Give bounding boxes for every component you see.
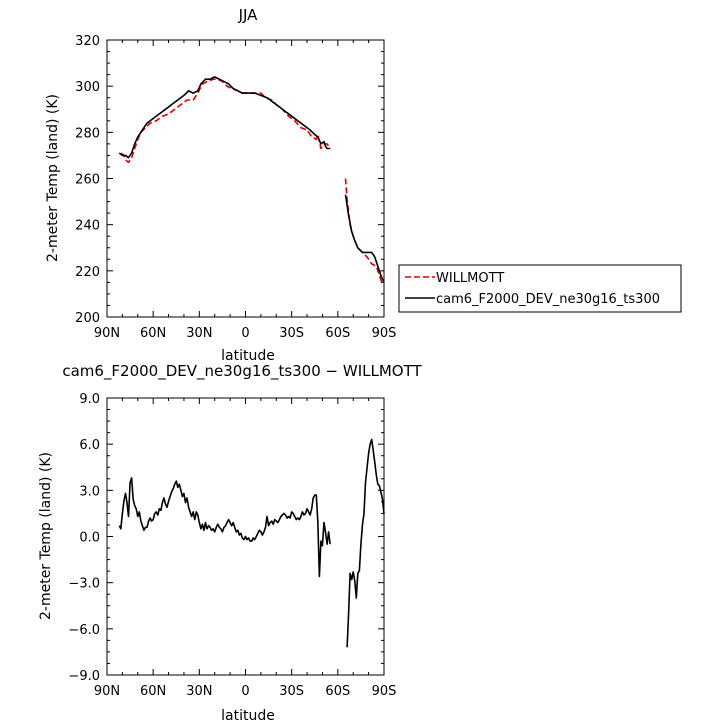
bottom-x-tick-label: 60N — [140, 684, 166, 699]
top-y-axis-label: 2-meter Temp (land) (K) — [45, 94, 61, 262]
top-x-tick-label: 0 — [241, 326, 249, 341]
bottom-x-tick-label: 90N — [94, 684, 120, 699]
bottom-axis-ticks: 90N 60N 30N 0 30S 60S 90S −9.0 −6.0 −3.0 0.0 3.0 6.0… — [68, 392, 396, 699]
top-x-tick-label: 90S — [372, 326, 397, 341]
top-x-tick-label: 30N — [186, 326, 212, 341]
bottom-y-tick-label: −6.0 — [68, 623, 100, 638]
bottom-x-tick-label: 0 — [241, 684, 249, 699]
bottom-x-tick-label: 30S — [279, 684, 304, 699]
top-y-tick-label: 280 — [75, 126, 100, 141]
bottom-series-0-segment-1 — [346, 438, 385, 648]
top-x-axis-label: latitude — [221, 348, 275, 364]
top-series-1-segment-1 — [344, 194, 385, 283]
top-series-1-segment-0 — [118, 76, 331, 159]
bottom-y-tick-label: 3.0 — [79, 484, 100, 499]
top-axis-ticks: 90N 60N 30N 0 30S 60S 90S 200 220 240 260 280 300 320 — [75, 34, 396, 341]
top-x-tick-label: 90N — [94, 326, 120, 341]
top-y-tick-label: 300 — [75, 80, 100, 95]
top-plot-frame — [106, 39, 385, 318]
bottom-panel-title: cam6_F2000_DEV_ne30g16_ts300 − WILLMOTT — [62, 362, 422, 381]
legend-label-cam6: cam6_F2000_DEV_ne30g16_ts300 — [436, 292, 660, 307]
top-y-tick-label: 320 — [75, 34, 100, 49]
top-y-tick-label: 240 — [75, 219, 100, 234]
top-panel-title: JJA — [238, 6, 259, 24]
bottom-y-tick-label: 0.0 — [79, 531, 100, 546]
bottom-y-tick-label: −9.0 — [68, 669, 100, 684]
legend: WILLMOTT cam6_F2000_DEV_ne30g16_ts300 — [398, 264, 682, 313]
bottom-series-0-segment-0 — [118, 477, 331, 578]
top-x-tick-label: 60N — [140, 326, 166, 341]
bottom-series-lines — [118, 438, 385, 648]
bottom-y-axis-label: 2-meter Temp (land) (K) — [38, 452, 54, 620]
bottom-y-tick-label: 9.0 — [79, 392, 100, 407]
bottom-x-axis-label: latitude — [221, 708, 275, 724]
bottom-x-tick-label: 60S — [325, 684, 350, 699]
bottom-panel: cam6_F2000_DEV_ne30g16_ts300 − WILLMOTT … — [38, 362, 422, 724]
top-x-tick-label: 60S — [325, 326, 350, 341]
top-y-tick-label: 260 — [75, 173, 100, 188]
legend-box — [398, 264, 682, 313]
top-panel: JJA 2-meter Temp (land) (K) latitude 90N… — [45, 6, 682, 364]
bottom-x-tick-label: 90S — [372, 684, 397, 699]
bottom-plot-frame — [106, 397, 385, 676]
top-x-tick-label: 30S — [279, 326, 304, 341]
top-series-0-segment-0 — [120, 78, 331, 164]
top-series-lines — [118, 76, 385, 285]
bottom-y-tick-label: 6.0 — [79, 438, 100, 453]
bottom-y-tick-label: −3.0 — [68, 577, 100, 592]
top-y-tick-label: 220 — [75, 265, 100, 280]
bottom-x-tick-label: 30N — [186, 684, 212, 699]
legend-label-willmott: WILLMOTT — [436, 271, 504, 286]
top-y-tick-label: 200 — [75, 311, 100, 326]
